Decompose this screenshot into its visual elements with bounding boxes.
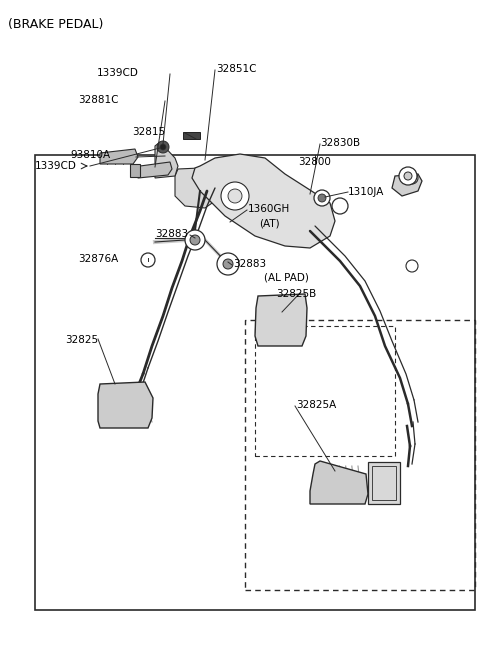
Text: 93810A: 93810A [70,150,110,160]
Circle shape [314,190,330,206]
Text: 32825B: 32825B [276,289,316,299]
Text: 1339CD: 1339CD [35,161,77,171]
Circle shape [221,182,249,210]
Polygon shape [136,162,172,178]
Polygon shape [392,174,422,196]
Circle shape [406,172,418,184]
Text: (AL PAD): (AL PAD) [264,273,309,283]
Text: 32883: 32883 [233,259,266,269]
Circle shape [404,172,412,180]
Circle shape [318,194,326,202]
Circle shape [217,253,239,275]
Polygon shape [175,166,235,208]
Text: 1360GH: 1360GH [248,204,290,214]
Polygon shape [183,132,200,139]
Bar [368,462,400,504]
Circle shape [406,260,418,272]
Circle shape [223,259,233,269]
Polygon shape [98,382,153,428]
Text: 32876A: 32876A [78,254,118,264]
Text: 32830B: 32830B [320,138,360,148]
Text: 32851C: 32851C [216,64,256,74]
Text: 32883: 32883 [155,229,188,239]
Bar [372,466,396,500]
Text: 32800: 32800 [298,157,331,167]
Text: 32825: 32825 [65,335,98,345]
Polygon shape [255,294,307,346]
Text: (BRAKE PEDAL): (BRAKE PEDAL) [8,18,103,31]
Circle shape [141,253,155,267]
Polygon shape [130,164,140,177]
Circle shape [185,230,205,250]
Text: 32825A: 32825A [296,400,336,410]
Bar [245,320,475,590]
Bar [35,155,475,610]
Circle shape [157,141,169,153]
Text: 1310JA: 1310JA [348,187,384,197]
Circle shape [332,198,348,214]
Polygon shape [155,142,178,178]
Polygon shape [192,154,335,248]
Text: (AT): (AT) [259,218,280,228]
Circle shape [228,189,242,203]
Polygon shape [100,149,138,164]
Circle shape [399,167,417,185]
Text: 32881C: 32881C [78,95,119,105]
Circle shape [190,235,200,245]
Bar [255,326,395,456]
Circle shape [160,144,166,150]
Polygon shape [310,461,368,504]
Text: 32815: 32815 [132,127,165,137]
Text: 1339CD: 1339CD [97,68,139,78]
